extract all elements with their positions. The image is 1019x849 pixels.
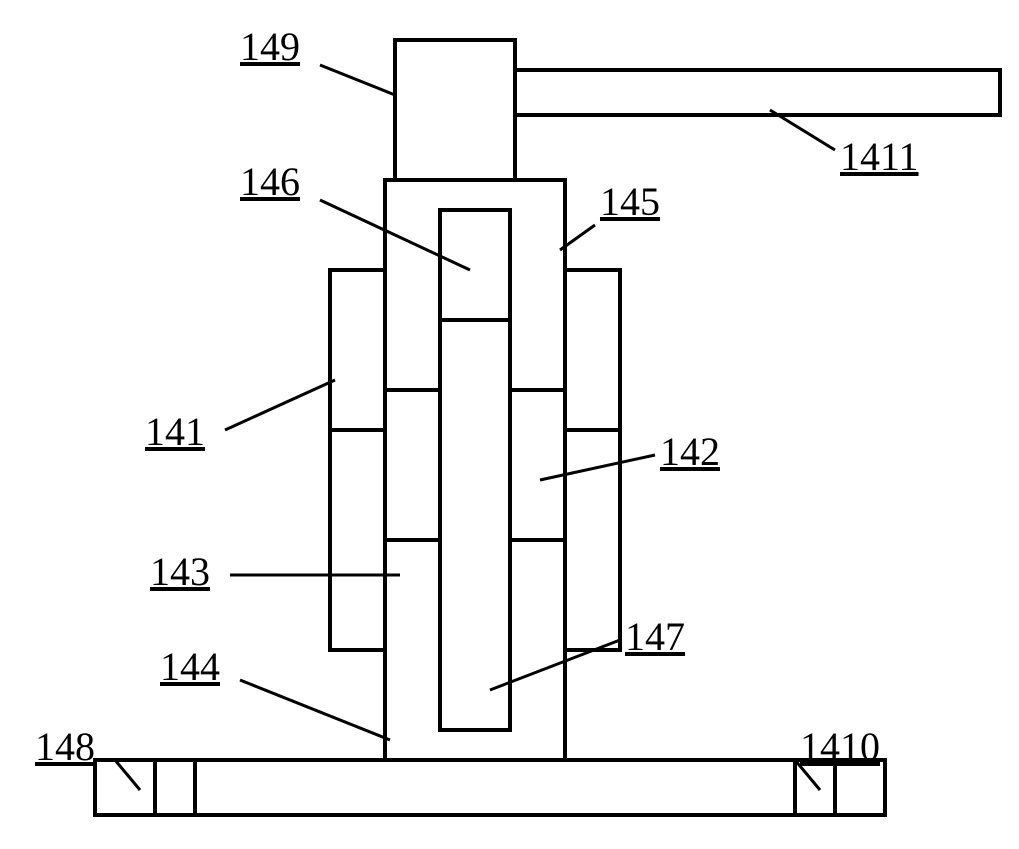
base-bar (95, 760, 885, 815)
top-block (395, 40, 515, 180)
label-l141: 141 (145, 409, 205, 454)
inner-slot (440, 210, 510, 730)
leader-l149 (320, 65, 395, 95)
base-inner-left (155, 760, 195, 815)
label-l147: 147 (625, 614, 685, 659)
leader-l141 (225, 380, 335, 430)
arm (515, 70, 1000, 115)
label-l143: 143 (150, 549, 210, 594)
label-l145: 145 (600, 179, 660, 224)
label-l144: 144 (160, 644, 220, 689)
label-l1411: 1411 (840, 134, 919, 179)
label-l1410: 1410 (800, 724, 880, 769)
label-l148: 148 (35, 724, 95, 769)
leader-l144 (240, 680, 390, 740)
label-l142: 142 (660, 429, 720, 474)
label-l146: 146 (240, 159, 300, 204)
label-l149: 149 (240, 24, 300, 69)
